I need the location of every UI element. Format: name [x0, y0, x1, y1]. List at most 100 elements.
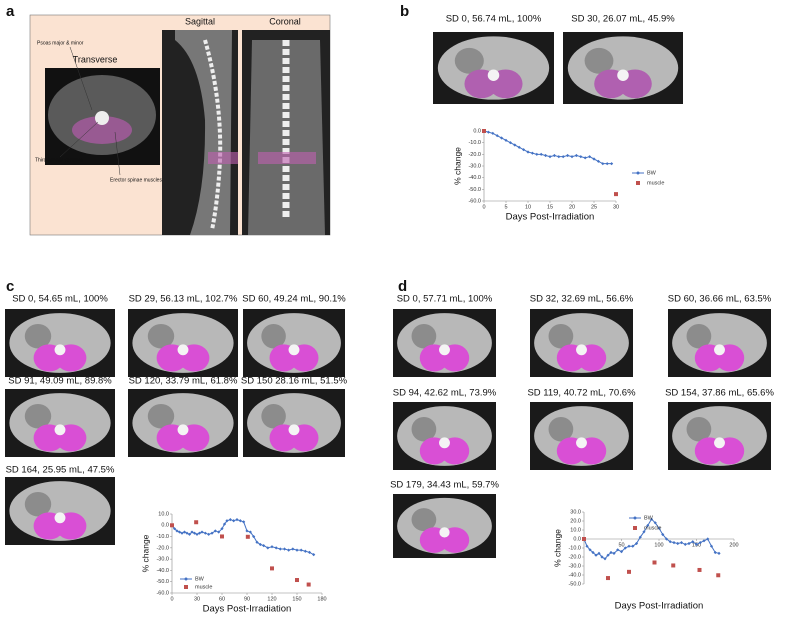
legend-marker	[633, 516, 637, 520]
x-axis-label: Days Post-Irradiation	[506, 212, 595, 223]
vertebra	[54, 512, 66, 524]
vertebra	[714, 437, 725, 449]
data-point	[200, 530, 204, 534]
ct-bowel	[411, 416, 437, 442]
x-tick-label: 120	[267, 596, 276, 602]
image-caption: SD 30, 26.07 mL, 45.9%	[571, 14, 675, 25]
data-point	[535, 152, 539, 156]
image-caption: SD 150 28.16 mL, 51.5%	[241, 376, 348, 387]
x-tick-label: 25	[591, 204, 597, 210]
x-tick-label: 150	[292, 596, 301, 602]
data-point	[588, 155, 592, 159]
data-point	[248, 530, 252, 534]
data-point	[486, 130, 490, 134]
x-axis-label: Days Post-Irradiation	[203, 604, 292, 615]
data-point	[530, 151, 534, 155]
data-point	[557, 155, 561, 159]
x-tick-label: 10	[525, 204, 531, 210]
data-point	[235, 518, 239, 522]
image-caption: SD 154, 37.86 mL, 65.6%	[665, 388, 774, 399]
data-point	[619, 550, 624, 554]
vertebra	[54, 424, 66, 436]
ct-bowel	[686, 416, 712, 442]
data-point	[187, 532, 192, 536]
y-tick-label: -30.0	[156, 557, 169, 563]
data-point	[295, 578, 299, 583]
data-point	[495, 134, 499, 138]
data-point	[291, 547, 295, 551]
y-tick-label: -40.0	[156, 568, 169, 574]
x-tick-label: 15	[547, 204, 553, 210]
x-tick-label: 90	[244, 596, 250, 602]
data-point	[222, 522, 227, 526]
data-point	[627, 544, 631, 548]
data-point	[606, 553, 610, 557]
data-point	[177, 530, 182, 534]
legend-marker	[184, 585, 188, 589]
data-point	[697, 567, 702, 572]
legend-label: BW	[195, 576, 205, 582]
data-point	[717, 551, 721, 555]
vertebra	[439, 344, 450, 356]
y-axis-label: % change	[140, 534, 150, 572]
view-title: Sagittal	[185, 16, 215, 26]
legend-marker	[184, 577, 188, 581]
vertebra	[288, 344, 300, 356]
vertebra	[54, 344, 66, 356]
data-point	[585, 544, 589, 548]
data-point	[482, 129, 486, 133]
y-tick-label: -10.0	[156, 534, 169, 540]
data-point	[522, 148, 526, 152]
y-tick-label: 10.0	[570, 527, 581, 533]
ct-bowel	[24, 491, 52, 517]
y-tick-label: -40.0	[468, 175, 481, 181]
image-caption: SD 164, 25.95 mL, 47.5%	[6, 465, 115, 476]
data-point	[709, 544, 714, 548]
data-point	[307, 550, 312, 554]
y-tick-label: 30.0	[570, 509, 581, 515]
legend-marker	[633, 526, 637, 530]
x-tick-label: 30	[613, 204, 619, 210]
data-point	[500, 136, 504, 140]
data-point	[679, 541, 684, 545]
data-point	[683, 542, 687, 546]
data-point	[508, 141, 512, 145]
x-axis-label: Days Post-Irradiation	[615, 601, 704, 612]
y-tick-label: -10.0	[568, 545, 581, 551]
data-point	[228, 518, 232, 522]
series-line	[483, 130, 612, 165]
y-tick-label: -50.0	[156, 579, 169, 585]
data-point	[203, 531, 207, 535]
data-point	[579, 155, 583, 159]
y-tick-label: -20.0	[468, 152, 481, 158]
data-point	[192, 531, 197, 535]
data-point	[603, 557, 607, 561]
data-point	[653, 521, 657, 525]
vertebra	[576, 437, 587, 449]
data-point	[278, 547, 282, 551]
ct-bowel	[24, 323, 52, 349]
data-point	[266, 546, 270, 550]
data-point	[661, 532, 665, 537]
y-tick-label: -10.0	[468, 140, 481, 146]
coronal-body	[248, 40, 325, 235]
data-point	[638, 535, 642, 539]
image-caption: SD 32, 32.69 mL, 56.6%	[530, 294, 634, 305]
data-point	[190, 530, 194, 534]
data-point	[664, 537, 669, 541]
legend-label: BW	[644, 515, 654, 521]
data-point	[195, 532, 199, 536]
data-point	[197, 531, 202, 535]
data-point	[270, 566, 274, 571]
data-point	[274, 546, 278, 550]
data-point	[252, 534, 256, 539]
data-point	[687, 541, 691, 546]
data-point	[694, 542, 699, 546]
ct-bowel	[454, 47, 484, 74]
data-point	[649, 517, 654, 521]
y-tick-label: -50.0	[468, 187, 481, 193]
x-tick-label: 0	[482, 204, 485, 210]
y-tick-label: -60.0	[468, 198, 481, 204]
data-point	[698, 541, 702, 545]
data-point	[631, 544, 635, 548]
